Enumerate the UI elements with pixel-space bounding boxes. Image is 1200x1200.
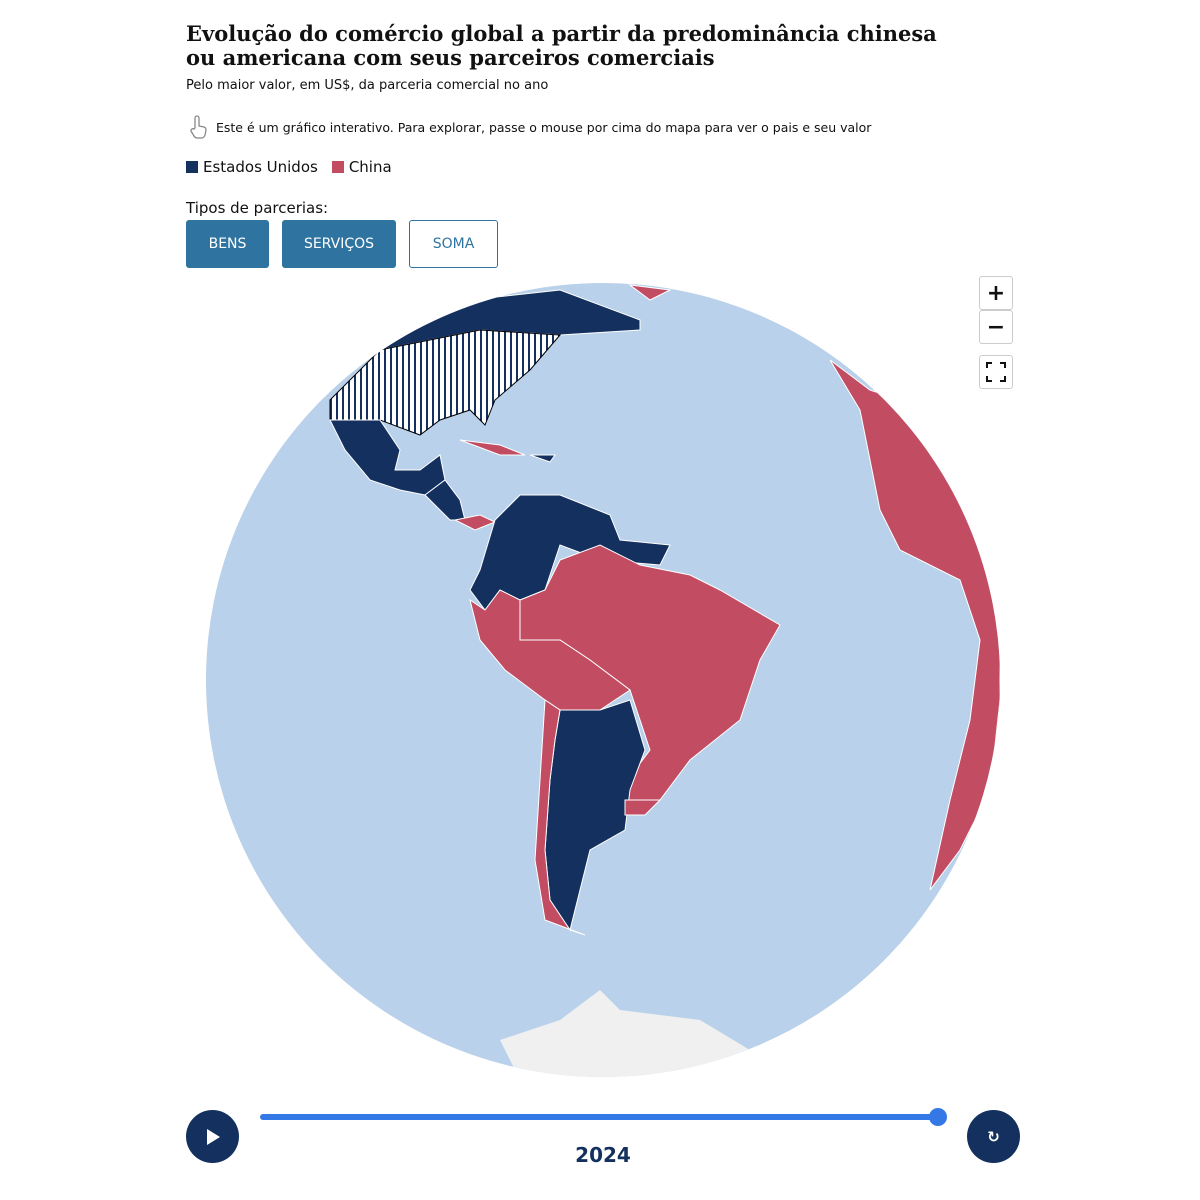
legend-label: Estados Unidos [203,158,318,176]
interaction-hint: Este é um gráfico interativo. Para explo… [186,114,871,140]
country-cuba[interactable] [459,439,526,456]
play-button[interactable] [186,1110,239,1163]
chart-subtitle: Pelo maior valor, em US$, da parceria co… [186,78,549,93]
timeline-slider-handle[interactable] [929,1108,947,1126]
country-chile[interactable] [534,699,586,936]
chart-title: Evolução do comércio global a partir da … [186,21,937,70]
play-icon [206,1128,220,1145]
reset-button[interactable]: ↻ [967,1110,1020,1163]
country-dominican-republic[interactable] [529,454,556,463]
reset-icon: ↻ [987,1127,1000,1146]
legend-label: China [348,158,392,176]
legend-swatch [331,161,344,173]
bens-button[interactable]: BENS [186,220,269,268]
soma-button[interactable]: SOMA [409,220,498,268]
legend: Estados Unidos China [186,158,392,176]
fullscreen-button[interactable] [979,355,1013,389]
legend-item-china: China [331,158,392,176]
timeline-slider[interactable] [260,1114,938,1120]
fullscreen-icon [986,362,1006,382]
hand-pointer-icon [190,115,207,139]
year-label: 2024 [575,1143,631,1167]
legend-swatch [186,161,198,173]
hint-text: Este é um gráfico interativo. Para explo… [216,119,872,135]
legend-item-us: Estados Unidos [186,158,318,176]
country-peru-bolivia[interactable] [469,589,631,711]
servicos-button[interactable]: SERVIÇOS [282,220,396,268]
types-label: Tipos de parcerias: [186,199,329,217]
country-uruguay[interactable] [624,799,662,816]
antarctica [500,990,750,1077]
country-greenland[interactable] [628,284,672,301]
country-mexico[interactable] [329,419,446,496]
central-america[interactable] [424,479,466,521]
zoom-out-button[interactable]: − [979,310,1013,344]
zoom-in-button[interactable]: + [979,276,1013,310]
